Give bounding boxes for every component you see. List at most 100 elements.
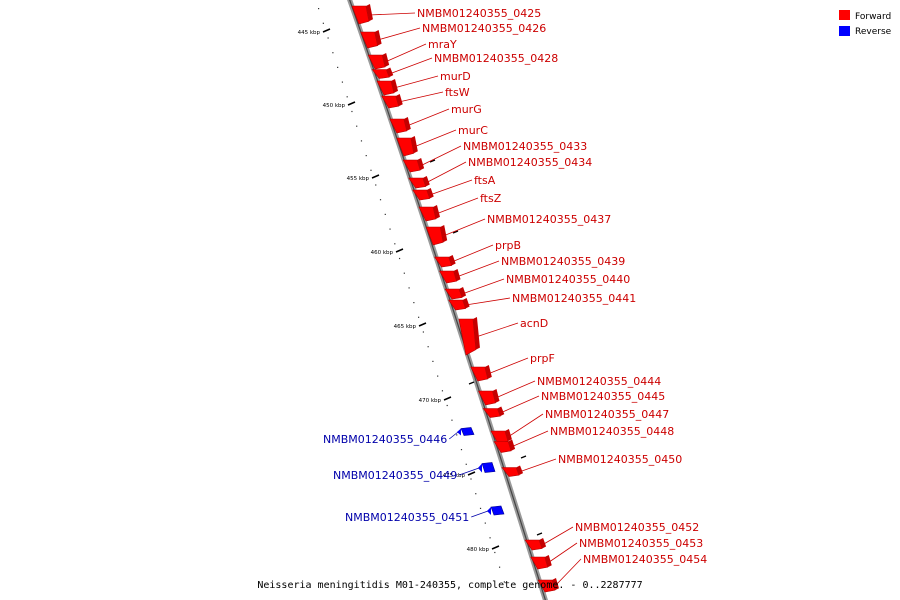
gene-feature-forward[interactable]	[376, 79, 399, 96]
gene-label-forward[interactable]: NMBM01240355_0450	[558, 453, 682, 466]
gene-body[interactable]	[448, 299, 467, 311]
gene-body[interactable]	[458, 318, 477, 356]
gene-feature-forward[interactable]	[478, 389, 500, 406]
gene-body[interactable]	[408, 177, 427, 189]
gene-label-forward[interactable]: NMBM01240355_0454	[583, 553, 707, 566]
minor-tick	[456, 434, 458, 436]
label-connector	[510, 430, 549, 448]
gene-side	[516, 465, 524, 476]
gene-feature-forward[interactable]	[389, 117, 411, 134]
gene-feature-forward[interactable]	[434, 255, 456, 268]
gene-labels[interactable]: NMBM01240355_0425NMBM01240355_0426mraYNM…	[323, 7, 707, 587]
gene-body[interactable]	[530, 556, 549, 570]
gene-body[interactable]	[482, 408, 501, 418]
gene-body[interactable]	[460, 427, 475, 436]
gene-label-forward[interactable]: murC	[458, 124, 488, 137]
gene-label-forward[interactable]: murD	[440, 70, 471, 83]
gene-body[interactable]	[524, 539, 543, 551]
gene-label-forward[interactable]: NMBM01240355_0439	[501, 255, 625, 268]
gene-label-forward[interactable]: acnD	[520, 317, 548, 330]
minor-tick	[422, 331, 424, 333]
gene-feature-forward[interactable]	[530, 555, 552, 570]
gene-feature-forward[interactable]	[537, 578, 559, 593]
gene-feature-forward[interactable]	[360, 30, 382, 49]
gene-body[interactable]	[470, 366, 489, 382]
gene-body[interactable]	[501, 467, 520, 477]
gene-label-forward[interactable]: ftsW	[445, 86, 470, 99]
gene-label-forward[interactable]: NMBM01240355_0440	[506, 273, 630, 286]
gene-label-forward[interactable]: NMBM01240355_0444	[537, 375, 661, 388]
gene-body[interactable]	[396, 137, 415, 157]
gene-label-forward[interactable]: NMBM01240355_0434	[468, 156, 592, 169]
gene-label-forward[interactable]: ftsA	[474, 174, 496, 187]
gene-body[interactable]	[481, 462, 496, 473]
gene-feature-forward[interactable]	[381, 94, 403, 109]
gene-body[interactable]	[418, 206, 437, 222]
gene-label-forward[interactable]: NMBM01240355_0448	[550, 425, 674, 438]
gene-feature-forward[interactable]	[425, 225, 448, 246]
gene-label-forward[interactable]: NMBM01240355_0447	[545, 408, 669, 421]
gene-label-forward[interactable]: NMBM01240355_0452	[575, 521, 699, 534]
gene-feature-forward[interactable]	[524, 538, 547, 551]
gene-body[interactable]	[360, 31, 378, 49]
gene-side	[410, 136, 418, 154]
gene-body[interactable]	[412, 189, 431, 201]
tick-mark	[371, 174, 380, 179]
gene-body[interactable]	[367, 54, 386, 70]
gene-label-forward[interactable]: NMBM01240355_0425	[417, 7, 541, 20]
gene-label-reverse[interactable]: NMBM01240355_0451	[345, 511, 469, 524]
gene-body[interactable]	[376, 80, 395, 96]
gene-body[interactable]	[434, 256, 453, 268]
gene-body[interactable]	[425, 226, 444, 246]
gene-body[interactable]	[371, 69, 390, 79]
gene-label-forward[interactable]: NMBM01240355_0437	[487, 213, 611, 226]
gene-label-forward[interactable]: NMBM01240355_0441	[512, 292, 636, 305]
gene-feature-forward[interactable]	[351, 4, 373, 25]
gene-label-forward[interactable]: ftsZ	[480, 192, 502, 205]
gene-body[interactable]	[381, 95, 400, 109]
gene-feature-forward[interactable]	[448, 298, 470, 311]
gene-feature-forward[interactable]	[367, 53, 390, 70]
gene-feature-forward[interactable]	[371, 67, 394, 79]
gene-body[interactable]	[402, 159, 421, 173]
gene-feature-forward[interactable]	[439, 269, 461, 284]
gene-label-forward[interactable]: NMBM01240355_0428	[434, 52, 558, 65]
gene-feature-forward[interactable]	[418, 205, 440, 222]
gene-feature-forward[interactable]	[412, 188, 434, 201]
tick-mark	[347, 101, 356, 106]
gene-label-reverse[interactable]: NMBM01240355_0446	[323, 433, 447, 446]
gene-body[interactable]	[351, 5, 370, 25]
gene-feature-forward[interactable]	[396, 136, 418, 157]
gene-body[interactable]	[478, 390, 496, 406]
gene-feature-forward[interactable]	[408, 176, 430, 189]
gene-feature-forward[interactable]	[458, 317, 480, 356]
label-connector	[398, 91, 444, 103]
gene-feature-forward[interactable]	[482, 406, 505, 418]
gene-feature-reverse[interactable]	[457, 427, 475, 436]
gene-label-reverse[interactable]: NMBM01240355_0449	[333, 469, 457, 482]
gene-feature-forward[interactable]	[444, 287, 467, 300]
gene-features[interactable]	[351, 4, 559, 593]
gene-label-forward[interactable]: mraY	[428, 38, 457, 51]
gene-body[interactable]	[439, 270, 457, 284]
gene-feature-forward[interactable]	[470, 365, 492, 382]
gene-label-forward[interactable]: prpF	[530, 352, 555, 365]
gene-body[interactable]	[389, 118, 408, 134]
gene-feature-forward[interactable]	[501, 465, 524, 477]
gene-label-forward[interactable]: murG	[451, 103, 482, 116]
label-connector	[554, 558, 582, 587]
gene-feature-forward[interactable]	[493, 439, 516, 453]
gene-label-forward[interactable]: NMBM01240355_0426	[422, 22, 546, 35]
gene-feature-reverse[interactable]	[478, 462, 496, 473]
minor-tick	[437, 375, 439, 377]
gene-side	[472, 317, 480, 350]
gene-body[interactable]	[490, 505, 505, 516]
gene-feature-reverse[interactable]	[487, 505, 505, 516]
gene-label-forward[interactable]: NMBM01240355_0433	[463, 140, 587, 153]
gene-label-forward[interactable]: NMBM01240355_0453	[579, 537, 703, 550]
gene-feature-forward[interactable]	[402, 158, 425, 173]
gene-body[interactable]	[444, 288, 463, 300]
gene-label-forward[interactable]: NMBM01240355_0445	[541, 390, 665, 403]
gene-label-forward[interactable]: prpB	[495, 239, 521, 252]
